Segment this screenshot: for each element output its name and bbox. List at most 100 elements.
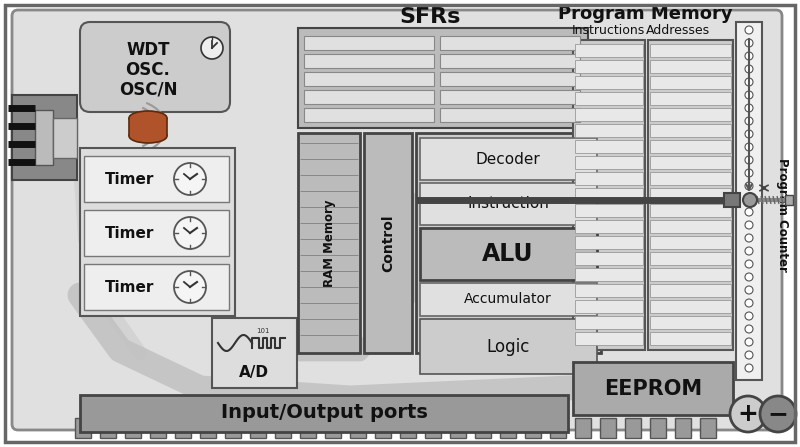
Bar xyxy=(175,418,191,438)
Bar xyxy=(125,418,141,438)
Bar xyxy=(525,418,541,438)
Bar xyxy=(84,210,229,256)
Text: −: − xyxy=(767,402,789,426)
Circle shape xyxy=(743,193,757,207)
Bar xyxy=(650,188,731,201)
Bar xyxy=(500,418,516,438)
Circle shape xyxy=(745,273,753,281)
Bar xyxy=(700,418,716,438)
Bar xyxy=(650,252,731,265)
Text: Instructions: Instructions xyxy=(571,24,645,37)
Text: Input/Output ports: Input/Output ports xyxy=(221,404,427,422)
Bar xyxy=(12,95,77,180)
Circle shape xyxy=(745,195,753,203)
Text: WDT: WDT xyxy=(126,41,170,59)
Bar xyxy=(450,418,466,438)
Bar xyxy=(650,92,731,105)
Ellipse shape xyxy=(129,129,167,143)
Bar xyxy=(575,60,643,73)
Circle shape xyxy=(760,396,796,432)
Bar xyxy=(35,110,53,165)
Bar xyxy=(225,418,241,438)
Bar xyxy=(650,316,731,329)
Circle shape xyxy=(745,130,753,138)
Text: OSC/N: OSC/N xyxy=(118,81,178,99)
Bar xyxy=(785,195,793,205)
Circle shape xyxy=(201,37,223,59)
Ellipse shape xyxy=(129,111,167,125)
Bar xyxy=(575,332,643,345)
Text: Decoder: Decoder xyxy=(476,152,540,166)
Bar xyxy=(100,418,116,438)
Circle shape xyxy=(174,163,206,195)
Circle shape xyxy=(745,351,753,359)
Bar xyxy=(648,40,733,350)
Bar xyxy=(575,418,591,438)
Bar xyxy=(298,133,360,353)
Text: Accumulator: Accumulator xyxy=(464,292,552,306)
Text: ALU: ALU xyxy=(482,242,534,266)
Circle shape xyxy=(745,234,753,242)
Bar xyxy=(575,300,643,313)
Text: EEPROM: EEPROM xyxy=(604,379,702,399)
Bar xyxy=(304,54,434,68)
Bar xyxy=(575,124,643,137)
Circle shape xyxy=(745,104,753,112)
Bar xyxy=(650,44,731,57)
Bar xyxy=(440,90,580,104)
Bar xyxy=(440,36,580,50)
Circle shape xyxy=(745,325,753,333)
Bar xyxy=(420,183,597,225)
Text: 101: 101 xyxy=(256,328,270,334)
Text: SFRs: SFRs xyxy=(399,7,461,27)
Text: A/D: A/D xyxy=(239,366,269,380)
Bar xyxy=(625,418,641,438)
Circle shape xyxy=(745,117,753,125)
Circle shape xyxy=(745,78,753,86)
Bar xyxy=(575,108,643,121)
Text: Control: Control xyxy=(381,214,395,272)
Circle shape xyxy=(745,91,753,99)
Bar xyxy=(80,148,235,316)
Bar xyxy=(575,316,643,329)
Circle shape xyxy=(745,182,753,190)
Bar xyxy=(575,204,643,217)
Bar xyxy=(53,118,77,158)
Bar xyxy=(84,264,229,310)
Text: Program Memory: Program Memory xyxy=(558,5,732,23)
Bar xyxy=(575,140,643,153)
Bar xyxy=(420,319,597,374)
Bar xyxy=(650,76,731,89)
Bar xyxy=(350,418,366,438)
Bar xyxy=(575,76,643,89)
Bar xyxy=(300,418,316,438)
Circle shape xyxy=(745,221,753,229)
Bar xyxy=(400,418,416,438)
Bar xyxy=(212,318,297,388)
Bar xyxy=(650,124,731,137)
Bar xyxy=(736,22,762,380)
Circle shape xyxy=(745,299,753,307)
Bar xyxy=(550,418,566,438)
Circle shape xyxy=(745,65,753,73)
Bar xyxy=(150,418,166,438)
Bar xyxy=(650,284,731,297)
Text: Logic: Logic xyxy=(486,338,530,356)
Bar xyxy=(250,418,266,438)
Bar xyxy=(675,418,691,438)
Bar xyxy=(575,220,643,233)
Bar xyxy=(304,36,434,50)
Circle shape xyxy=(174,271,206,303)
Bar xyxy=(325,418,341,438)
Bar xyxy=(650,108,731,121)
Bar xyxy=(304,90,434,104)
Bar xyxy=(650,204,731,217)
Bar xyxy=(573,40,645,350)
Bar xyxy=(575,268,643,281)
Bar xyxy=(425,418,441,438)
Text: +: + xyxy=(738,402,758,426)
Circle shape xyxy=(745,143,753,151)
Circle shape xyxy=(745,169,753,177)
Bar xyxy=(275,418,291,438)
Bar xyxy=(575,284,643,297)
